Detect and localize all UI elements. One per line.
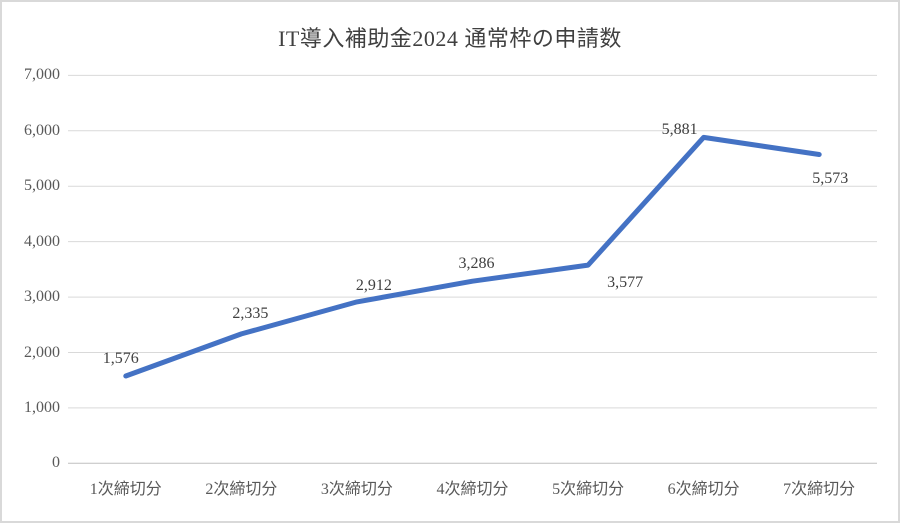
y-tick-label: 2,000: [24, 343, 60, 361]
data-label: 5,881: [661, 121, 698, 139]
chart-title: IT導入補助金2024 通常枠の申請数: [278, 26, 622, 51]
data-label: 5,573: [812, 169, 849, 187]
y-tick-label: 6,000: [24, 121, 60, 139]
y-tick-label: 0: [52, 454, 60, 472]
y-tick-label: 4,000: [24, 232, 60, 250]
data-label: 2,912: [355, 276, 392, 294]
data-label: 3,577: [607, 274, 644, 292]
series-line: [123, 134, 822, 379]
x-axis-label: 3次締切分: [320, 481, 393, 498]
data-label: 3,286: [458, 255, 495, 273]
x-axis-label: 7次締切分: [783, 481, 856, 498]
data-label: 2,335: [232, 304, 269, 322]
y-tick-label: 5,000: [24, 177, 60, 195]
x-axis-label: 1次締切分: [89, 481, 162, 498]
x-axis-label: 4次締切分: [436, 481, 509, 498]
x-axis-label: 6次締切分: [667, 481, 740, 498]
y-tick-label: 3,000: [24, 288, 60, 306]
data-label: 1,576: [102, 350, 139, 367]
y-tick-label: 7,000: [24, 66, 60, 84]
y-tick-label: 1,000: [24, 398, 60, 416]
x-axis-label: 5次締切分: [552, 481, 625, 498]
x-axis-label: 2次締切分: [205, 481, 278, 498]
